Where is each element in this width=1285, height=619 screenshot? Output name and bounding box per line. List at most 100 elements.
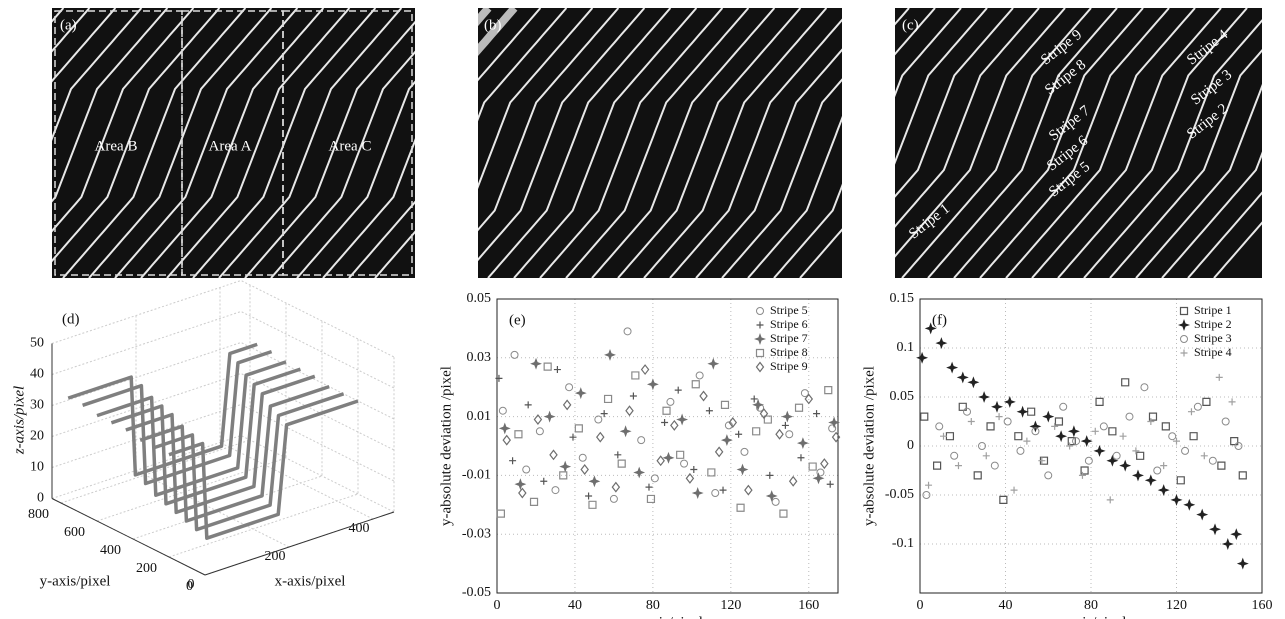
point <box>618 460 625 467</box>
x-tick-label: 120 <box>1166 598 1187 613</box>
point <box>554 366 561 373</box>
x-tick-label: 120 <box>720 598 741 613</box>
stripe <box>0 8 46 278</box>
image-panel-a <box>0 8 557 278</box>
point <box>780 510 787 517</box>
point <box>626 406 633 415</box>
point <box>667 398 674 405</box>
legend-label: Stripe 7 <box>770 331 808 345</box>
point <box>1132 447 1139 454</box>
y-tick-label: -0.01 <box>462 468 491 483</box>
point <box>1070 427 1078 435</box>
point <box>677 451 684 458</box>
point <box>523 466 530 473</box>
point <box>1185 501 1193 509</box>
point <box>632 372 639 379</box>
point <box>1122 379 1129 386</box>
y-tick-label: -0.03 <box>462 526 491 541</box>
point <box>651 475 658 482</box>
point <box>716 447 723 456</box>
point <box>589 501 596 508</box>
point <box>516 480 524 488</box>
point <box>519 489 526 498</box>
point <box>821 459 828 468</box>
point <box>983 452 990 459</box>
legend-label: Stripe 8 <box>770 345 808 359</box>
point <box>1113 452 1120 459</box>
figure: (a) Area B Area A Area C (b) (c) Stripe … <box>0 0 1285 619</box>
x-axis-label: x-axis/pixel <box>1056 614 1127 619</box>
point <box>1108 457 1116 465</box>
point <box>597 433 604 442</box>
point <box>1160 486 1168 494</box>
y-tick-label: -0.05 <box>885 487 914 502</box>
point <box>1141 384 1148 391</box>
grid-line <box>52 281 394 358</box>
y-tick-label: -0.05 <box>462 585 491 600</box>
point <box>1162 423 1169 430</box>
point <box>925 482 932 489</box>
point <box>1121 461 1129 469</box>
point <box>545 412 553 420</box>
point <box>1203 398 1210 405</box>
legend-label: Stripe 3 <box>1194 331 1232 345</box>
point <box>776 430 783 439</box>
point <box>564 400 571 409</box>
point <box>495 375 502 382</box>
point <box>569 434 576 441</box>
legend-label: Stripe 5 <box>770 303 808 317</box>
point <box>1015 433 1022 440</box>
panel-label: (a) <box>60 17 77 33</box>
point <box>1011 487 1018 494</box>
point <box>1038 457 1045 464</box>
point <box>1120 433 1127 440</box>
point <box>531 498 538 505</box>
legend-marker <box>757 322 764 329</box>
legend-marker <box>757 308 764 315</box>
grid-line <box>52 312 394 389</box>
y-tick-label: 0 <box>186 579 193 594</box>
y-tick-label: 0.01 <box>467 409 492 424</box>
point <box>948 363 956 371</box>
point <box>1107 496 1114 503</box>
point <box>624 328 631 335</box>
point <box>663 407 670 414</box>
point <box>536 428 543 435</box>
panel-label: (f) <box>932 312 947 328</box>
point <box>497 510 504 517</box>
point <box>501 424 509 432</box>
y-tick-label: 0.05 <box>467 291 492 306</box>
point <box>827 481 834 488</box>
point <box>1169 433 1176 440</box>
point <box>1057 432 1065 440</box>
legend-marker <box>757 363 764 372</box>
point <box>1092 428 1099 435</box>
point <box>1194 403 1201 410</box>
point <box>661 419 668 426</box>
z-axis-label: z-axis/pixel <box>11 386 27 455</box>
point <box>649 380 657 388</box>
x-tick-label: 0 <box>917 598 924 613</box>
x-tick-label: 40 <box>568 598 582 613</box>
point <box>951 452 958 459</box>
y-axis-label: y-absolute deviation /pixel <box>438 366 454 526</box>
area-label: Area C <box>329 138 372 154</box>
point <box>671 421 678 430</box>
point <box>1060 403 1067 410</box>
point <box>499 407 506 414</box>
z-tick-label: 10 <box>30 460 44 475</box>
point <box>675 387 682 394</box>
legend-marker <box>1181 350 1188 357</box>
point <box>579 454 586 461</box>
point <box>561 462 569 470</box>
point <box>1137 452 1144 459</box>
point <box>751 395 758 402</box>
point <box>630 393 637 400</box>
y-tick-label: 600 <box>64 525 85 540</box>
y-tick-label: 0.1 <box>897 340 915 355</box>
point <box>581 465 588 474</box>
point <box>552 487 559 494</box>
point <box>509 457 516 464</box>
point <box>1044 412 1053 420</box>
point <box>720 487 727 494</box>
